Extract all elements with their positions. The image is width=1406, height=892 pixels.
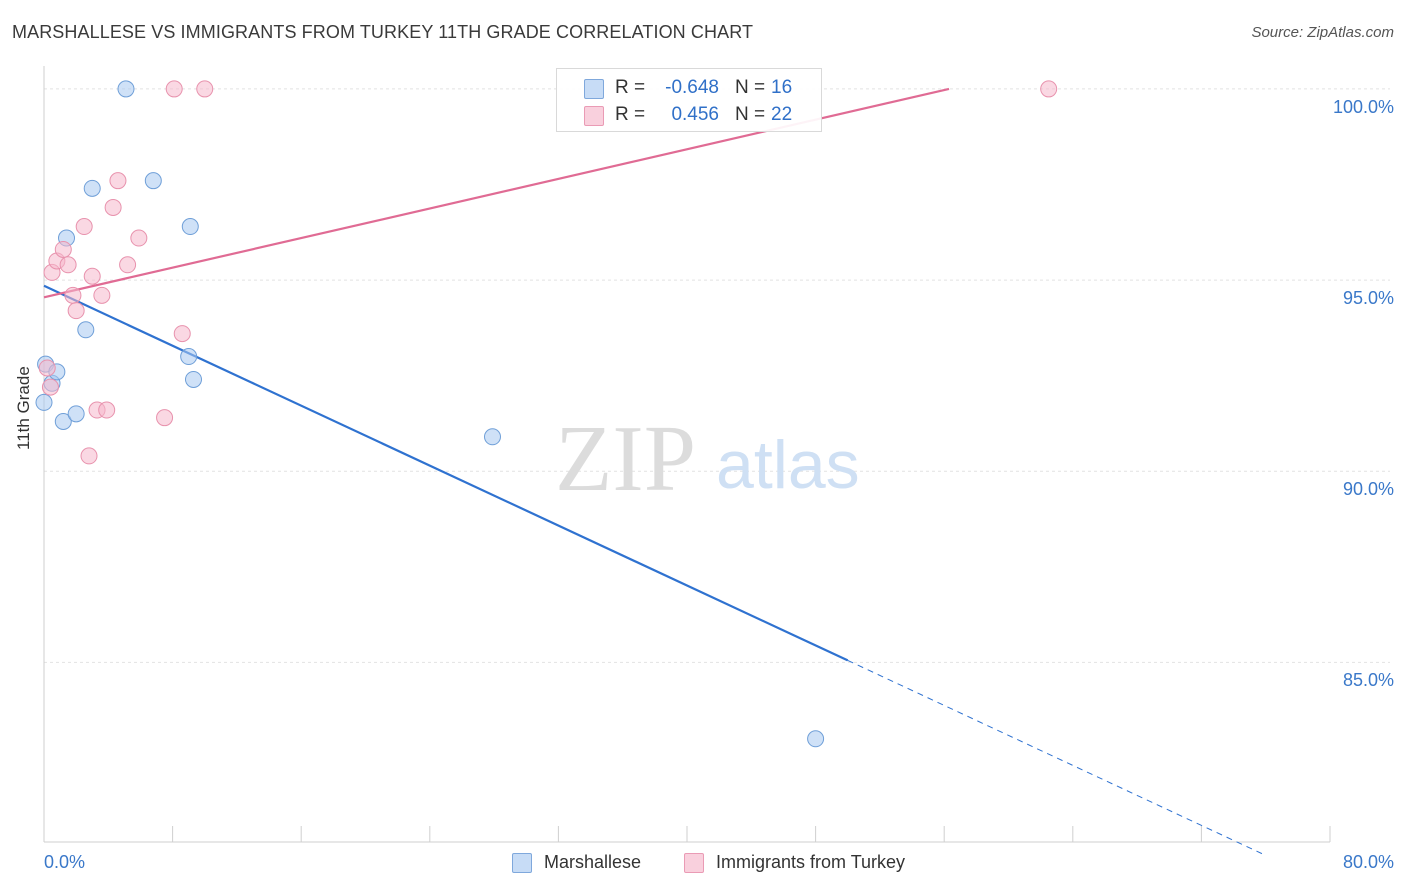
point-marshallese: [807, 730, 825, 748]
point-turkey: [67, 302, 85, 320]
point-marshallese: [180, 348, 198, 366]
legend-item-turkey[interactable]: Immigrants from Turkey: [684, 852, 905, 873]
y-tick-label-100: 100.0%: [1332, 96, 1394, 117]
series-legend: Marshallese Immigrants from Turkey: [0, 852, 1406, 878]
point-marshallese: [181, 218, 199, 236]
point-marshallese: [184, 370, 202, 388]
point-turkey: [98, 401, 116, 419]
trend-line-marshallese: [43, 284, 849, 662]
r-label: R =: [615, 104, 646, 125]
n-label: N =: [735, 77, 766, 98]
y-tick-label-85: 85.0%: [1342, 670, 1394, 691]
point-turkey: [54, 240, 72, 258]
legend-swatch-marshallese: [512, 852, 532, 873]
point-turkey: [104, 198, 122, 216]
x-tick-label-min: 0.0%: [44, 852, 86, 872]
source-label: Source: ZipAtlas.com: [1251, 24, 1394, 41]
point-marshallese: [483, 428, 501, 446]
point-marshallese: [83, 179, 101, 197]
legend-label-turkey: Immigrants from Turkey: [716, 852, 906, 872]
legend-swatch-turkey: [684, 852, 704, 873]
r-value: -0.648: [665, 77, 719, 98]
watermark-zip: ZIP: [555, 407, 696, 511]
point-turkey: [64, 286, 82, 304]
point-turkey: [75, 218, 93, 236]
r-value: 0.456: [671, 104, 719, 125]
point-turkey: [41, 378, 59, 396]
point-turkey: [109, 172, 127, 190]
point-turkey: [173, 325, 191, 343]
y-tick-label-90: 90.0%: [1342, 479, 1394, 500]
point-turkey: [196, 80, 214, 98]
watermark: ZIP atlas: [555, 407, 860, 511]
legend-row-marshallese: R = -0.648 N = 16: [557, 74, 821, 100]
point-turkey: [119, 256, 137, 274]
point-turkey: [165, 80, 183, 98]
watermark-atlas: atlas: [716, 427, 860, 503]
legend-label-marshallese: Marshallese: [544, 852, 642, 872]
point-turkey: [83, 267, 101, 285]
point-marshallese: [35, 393, 53, 411]
axes: [43, 66, 1331, 843]
point-turkey: [130, 229, 148, 247]
point-marshallese: [77, 321, 95, 339]
data-points: [35, 80, 1058, 748]
legend-swatch-turkey: [584, 106, 604, 126]
point-turkey: [59, 256, 77, 274]
point-marshallese: [54, 413, 72, 431]
x-tick-label-max: 80.0%: [1342, 852, 1394, 872]
point-marshallese: [144, 172, 162, 190]
n-label: N =: [735, 104, 766, 125]
chart-title: MARSHALLESE VS IMMIGRANTS FROM TURKEY 11…: [12, 22, 754, 42]
point-turkey: [38, 359, 56, 377]
y-tick-label-95: 95.0%: [1342, 288, 1394, 309]
trend-line-extension-marshallese: [847, 659, 1266, 856]
legend-swatch-marshallese: [584, 79, 604, 99]
point-turkey: [1040, 80, 1058, 98]
n-value: 16: [771, 77, 793, 98]
point-turkey: [93, 286, 111, 304]
legend-row-turkey: R = 0.456 N = 22: [557, 101, 821, 127]
point-marshallese: [67, 405, 85, 423]
point-turkey: [80, 447, 98, 465]
legend-item-marshallese[interactable]: Marshallese: [512, 852, 641, 873]
gridlines: [44, 88, 1390, 663]
point-turkey: [156, 409, 174, 427]
r-label: R =: [615, 77, 646, 98]
correlation-legend: R = -0.648 N = 16 R = 0.456 N = 22: [556, 68, 822, 132]
n-value: 22: [771, 104, 793, 125]
point-marshallese: [117, 80, 135, 98]
